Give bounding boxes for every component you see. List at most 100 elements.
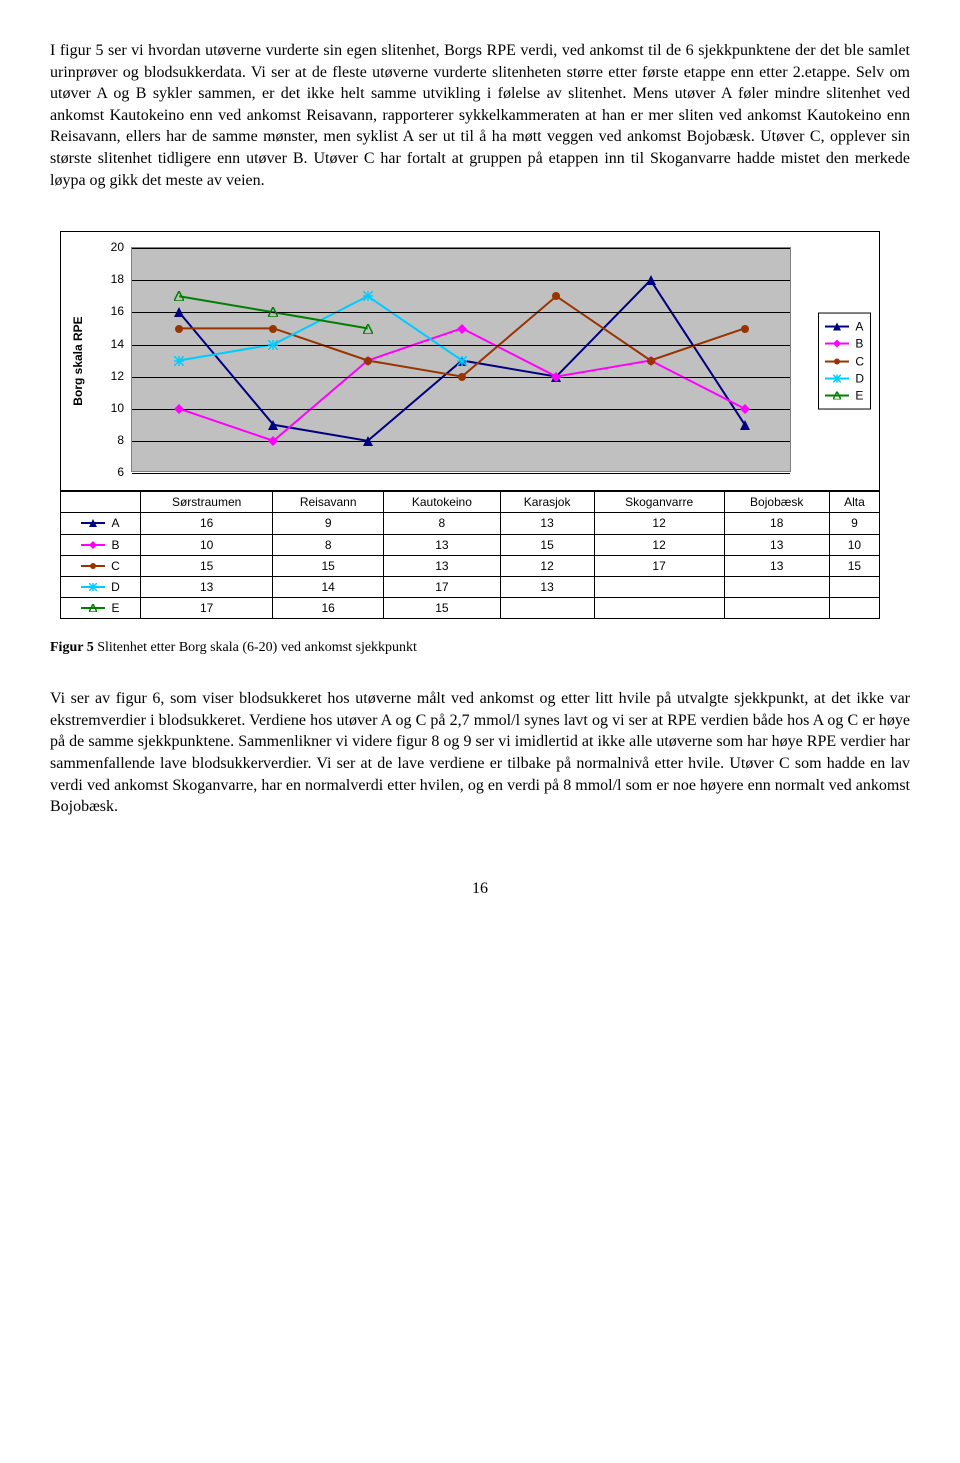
table-cell: 9 (273, 513, 384, 534)
table-cell: 15 (273, 555, 384, 576)
chart-legend: ABCDE (818, 313, 871, 410)
data-marker (363, 324, 373, 334)
table-cell: 13 (500, 576, 594, 597)
data-marker (174, 307, 184, 317)
y-tick-label: 10 (111, 400, 124, 416)
table-header-row: SørstraumenReisavannKautokeinoKarasjokSk… (61, 492, 880, 513)
table-cell: 13 (500, 513, 594, 534)
data-marker (646, 356, 656, 366)
table-cell: 15 (500, 534, 594, 555)
data-marker (457, 324, 467, 334)
table-row: D13141713 (61, 576, 880, 597)
table-cell: 15 (829, 555, 879, 576)
table-cell (724, 598, 829, 619)
y-tick-label: 12 (111, 368, 124, 384)
table-cell: 17 (384, 576, 501, 597)
legend-item: E (825, 387, 864, 403)
data-marker (740, 420, 750, 430)
data-marker (740, 324, 750, 334)
data-marker (457, 372, 467, 382)
y-tick-label: 20 (111, 239, 124, 255)
data-marker (268, 436, 278, 446)
y-tick-label: 6 (117, 464, 124, 480)
table-cell: 12 (500, 555, 594, 576)
table-column-header: Reisavann (273, 492, 384, 513)
table-cell: 15 (384, 598, 501, 619)
table-cell: 14 (273, 576, 384, 597)
table-cell: 18 (724, 513, 829, 534)
table-cell (594, 576, 724, 597)
grid-line (132, 312, 790, 313)
table-cell: 15 (141, 555, 273, 576)
chart-data-table: SørstraumenReisavannKautokeinoKarasjokSk… (60, 491, 880, 619)
table-cell: 12 (594, 534, 724, 555)
paragraph-top: I figur 5 ser vi hvordan utøverne vurder… (50, 40, 910, 191)
y-tick-label: 8 (117, 432, 124, 448)
table-cell: 13 (141, 576, 273, 597)
y-axis-label: Borg skala RPE (70, 316, 86, 405)
table-cell: 10 (141, 534, 273, 555)
table-column-header: Bojobæsk (724, 492, 829, 513)
rpe-chart: Borg skala RPE ABCDE 6 8 10 12 14 16 18 20 (60, 231, 880, 491)
table-cell: 8 (273, 534, 384, 555)
table-cell (724, 576, 829, 597)
data-marker (457, 356, 467, 366)
grid-line (132, 248, 790, 249)
table-column-header: Sørstraumen (141, 492, 273, 513)
data-marker (174, 324, 184, 334)
caption-figure-number: Figur 5 (50, 640, 94, 655)
table-cell: 13 (384, 555, 501, 576)
legend-item: D (825, 370, 864, 386)
table-cell: 16 (273, 598, 384, 619)
table-cell: 13 (724, 534, 829, 555)
data-marker (174, 291, 184, 301)
table-cell: 12 (594, 513, 724, 534)
table-cell: 17 (141, 598, 273, 619)
table-cell: 9 (829, 513, 879, 534)
plot-area (131, 247, 791, 472)
table-cell: 17 (594, 555, 724, 576)
data-marker (363, 436, 373, 446)
grid-line (132, 473, 790, 474)
table-column-header: Kautokeino (384, 492, 501, 513)
grid-line (132, 345, 790, 346)
page-number: 16 (50, 878, 910, 900)
legend-item: A (825, 319, 864, 335)
table-cell (594, 598, 724, 619)
y-tick-label: 18 (111, 271, 124, 287)
y-tick-label: 14 (111, 335, 124, 351)
table-row: A16981312189 (61, 513, 880, 534)
caption-text: Slitenhet etter Borg skala (6-20) ved an… (94, 640, 417, 655)
table-column-header: Alta (829, 492, 879, 513)
table-row: B1081315121310 (61, 534, 880, 555)
table-cell: 16 (141, 513, 273, 534)
legend-item: B (825, 336, 864, 352)
data-marker (174, 356, 184, 366)
table-cell (829, 598, 879, 619)
table-cell: 10 (829, 534, 879, 555)
data-marker (646, 275, 656, 285)
table-cell (829, 576, 879, 597)
table-row: E171615 (61, 598, 880, 619)
y-tick-label: 16 (111, 303, 124, 319)
table-cell: 13 (384, 534, 501, 555)
figure-caption: Figur 5 Slitenhet etter Borg skala (6-20… (50, 639, 910, 658)
data-marker (551, 291, 561, 301)
grid-line (132, 441, 790, 442)
grid-line (132, 280, 790, 281)
data-marker (363, 291, 373, 301)
paragraph-bottom: Vi ser av figur 6, som viser blodsukkere… (50, 688, 910, 818)
table-column-header: Karasjok (500, 492, 594, 513)
table-cell (500, 598, 594, 619)
data-marker (363, 356, 373, 366)
table-cell: 13 (724, 555, 829, 576)
grid-line (132, 409, 790, 410)
table-cell: 8 (384, 513, 501, 534)
data-marker (740, 404, 750, 414)
legend-item: C (825, 353, 864, 369)
data-marker (268, 340, 278, 350)
data-marker (268, 307, 278, 317)
data-marker (174, 404, 184, 414)
data-marker (268, 324, 278, 334)
table-column-header: Skoganvarre (594, 492, 724, 513)
